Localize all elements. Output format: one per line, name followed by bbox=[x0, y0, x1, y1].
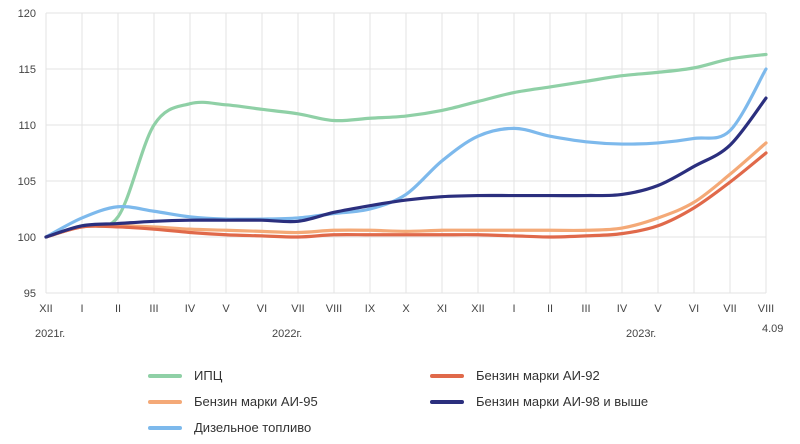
legend-swatch-cpi bbox=[148, 373, 182, 378]
legend-item-ai95: Бензин марки АИ-95 bbox=[148, 394, 318, 409]
year-label-2023: 2023г. bbox=[626, 328, 656, 340]
x-tick-label: III bbox=[581, 303, 590, 315]
x-tick-label: XII bbox=[471, 303, 484, 315]
x-tick-label: III bbox=[149, 303, 158, 315]
x-tick-label: II bbox=[115, 303, 121, 315]
legend-swatch-ai92 bbox=[430, 373, 464, 378]
y-tick-label: 100 bbox=[18, 232, 36, 244]
series-line-ai95 bbox=[44, 141, 768, 239]
x-tick-label: XI bbox=[437, 303, 447, 315]
legend-item-ai92: Бензин марки АИ-92 bbox=[430, 368, 600, 383]
legend-label-ai92: Бензин марки АИ-92 bbox=[476, 368, 600, 383]
x-tick-labels: XII I II III IV V VI VII VIII IX X XI XII I II III IV V VI… bbox=[39, 303, 774, 315]
y-tick-label: 120 bbox=[18, 8, 36, 20]
x-tick-label: V bbox=[654, 303, 662, 315]
x-tick-label: IX bbox=[365, 303, 376, 315]
x-tick-label: VIII bbox=[758, 303, 775, 315]
series-line-ai98 bbox=[44, 96, 768, 239]
x-tick-label: VI bbox=[689, 303, 699, 315]
y-tick-label: 105 bbox=[18, 176, 36, 188]
legend-item-ai98: Бензин марки АИ-98 и выше bbox=[430, 394, 648, 409]
legend-label-ai98: Бензин марки АИ-98 и выше bbox=[476, 394, 649, 409]
x-tick-label: I bbox=[512, 303, 515, 315]
x-tick-label: XII bbox=[39, 303, 52, 315]
x-tick-label: VII bbox=[291, 303, 304, 315]
x-tick-label: I bbox=[80, 303, 83, 315]
legend-item-diesel: Дизельное топливо bbox=[148, 420, 311, 435]
chart-legend: ИПЦ Бензин марки АИ-92 Бензин марки АИ-9… bbox=[0, 360, 800, 444]
legend-swatch-ai98 bbox=[430, 399, 464, 404]
x-tick-label: IV bbox=[617, 303, 628, 315]
x-tick-label: V bbox=[222, 303, 230, 315]
x-tick-label: X bbox=[402, 303, 410, 315]
y-tick-labels: 95 100 105 110 115 120 bbox=[18, 8, 36, 300]
legend-label-cpi: ИПЦ bbox=[194, 368, 223, 383]
x-tick-label: VII bbox=[723, 303, 736, 315]
x-tick-label: IV bbox=[185, 303, 196, 315]
series-line-cpi bbox=[44, 52, 768, 239]
legend-swatch-ai95 bbox=[148, 399, 182, 404]
legend-label-diesel: Дизельное топливо bbox=[194, 420, 312, 435]
year-label-2022: 2022г. bbox=[272, 328, 302, 340]
x-tick-label: VIII bbox=[326, 303, 343, 315]
grid-layer bbox=[45, 12, 767, 294]
series-line-ai92 bbox=[44, 151, 768, 239]
x-tick-label: VI bbox=[257, 303, 267, 315]
year-label-2021: 2021г. bbox=[35, 328, 65, 340]
series-line-diesel bbox=[44, 67, 768, 239]
x-tick-label: II bbox=[547, 303, 553, 315]
y-tick-label: 115 bbox=[18, 64, 36, 76]
legend-label-ai95: Бензин марки АИ-95 bbox=[194, 394, 318, 409]
series-layer bbox=[44, 52, 768, 239]
y-tick-label: 110 bbox=[18, 120, 36, 132]
legend-swatch-diesel bbox=[148, 425, 182, 430]
legend-item-cpi: ИПЦ bbox=[148, 368, 222, 383]
end-date-label: 4.09 bbox=[762, 323, 783, 335]
y-tick-label: 95 bbox=[24, 288, 36, 300]
